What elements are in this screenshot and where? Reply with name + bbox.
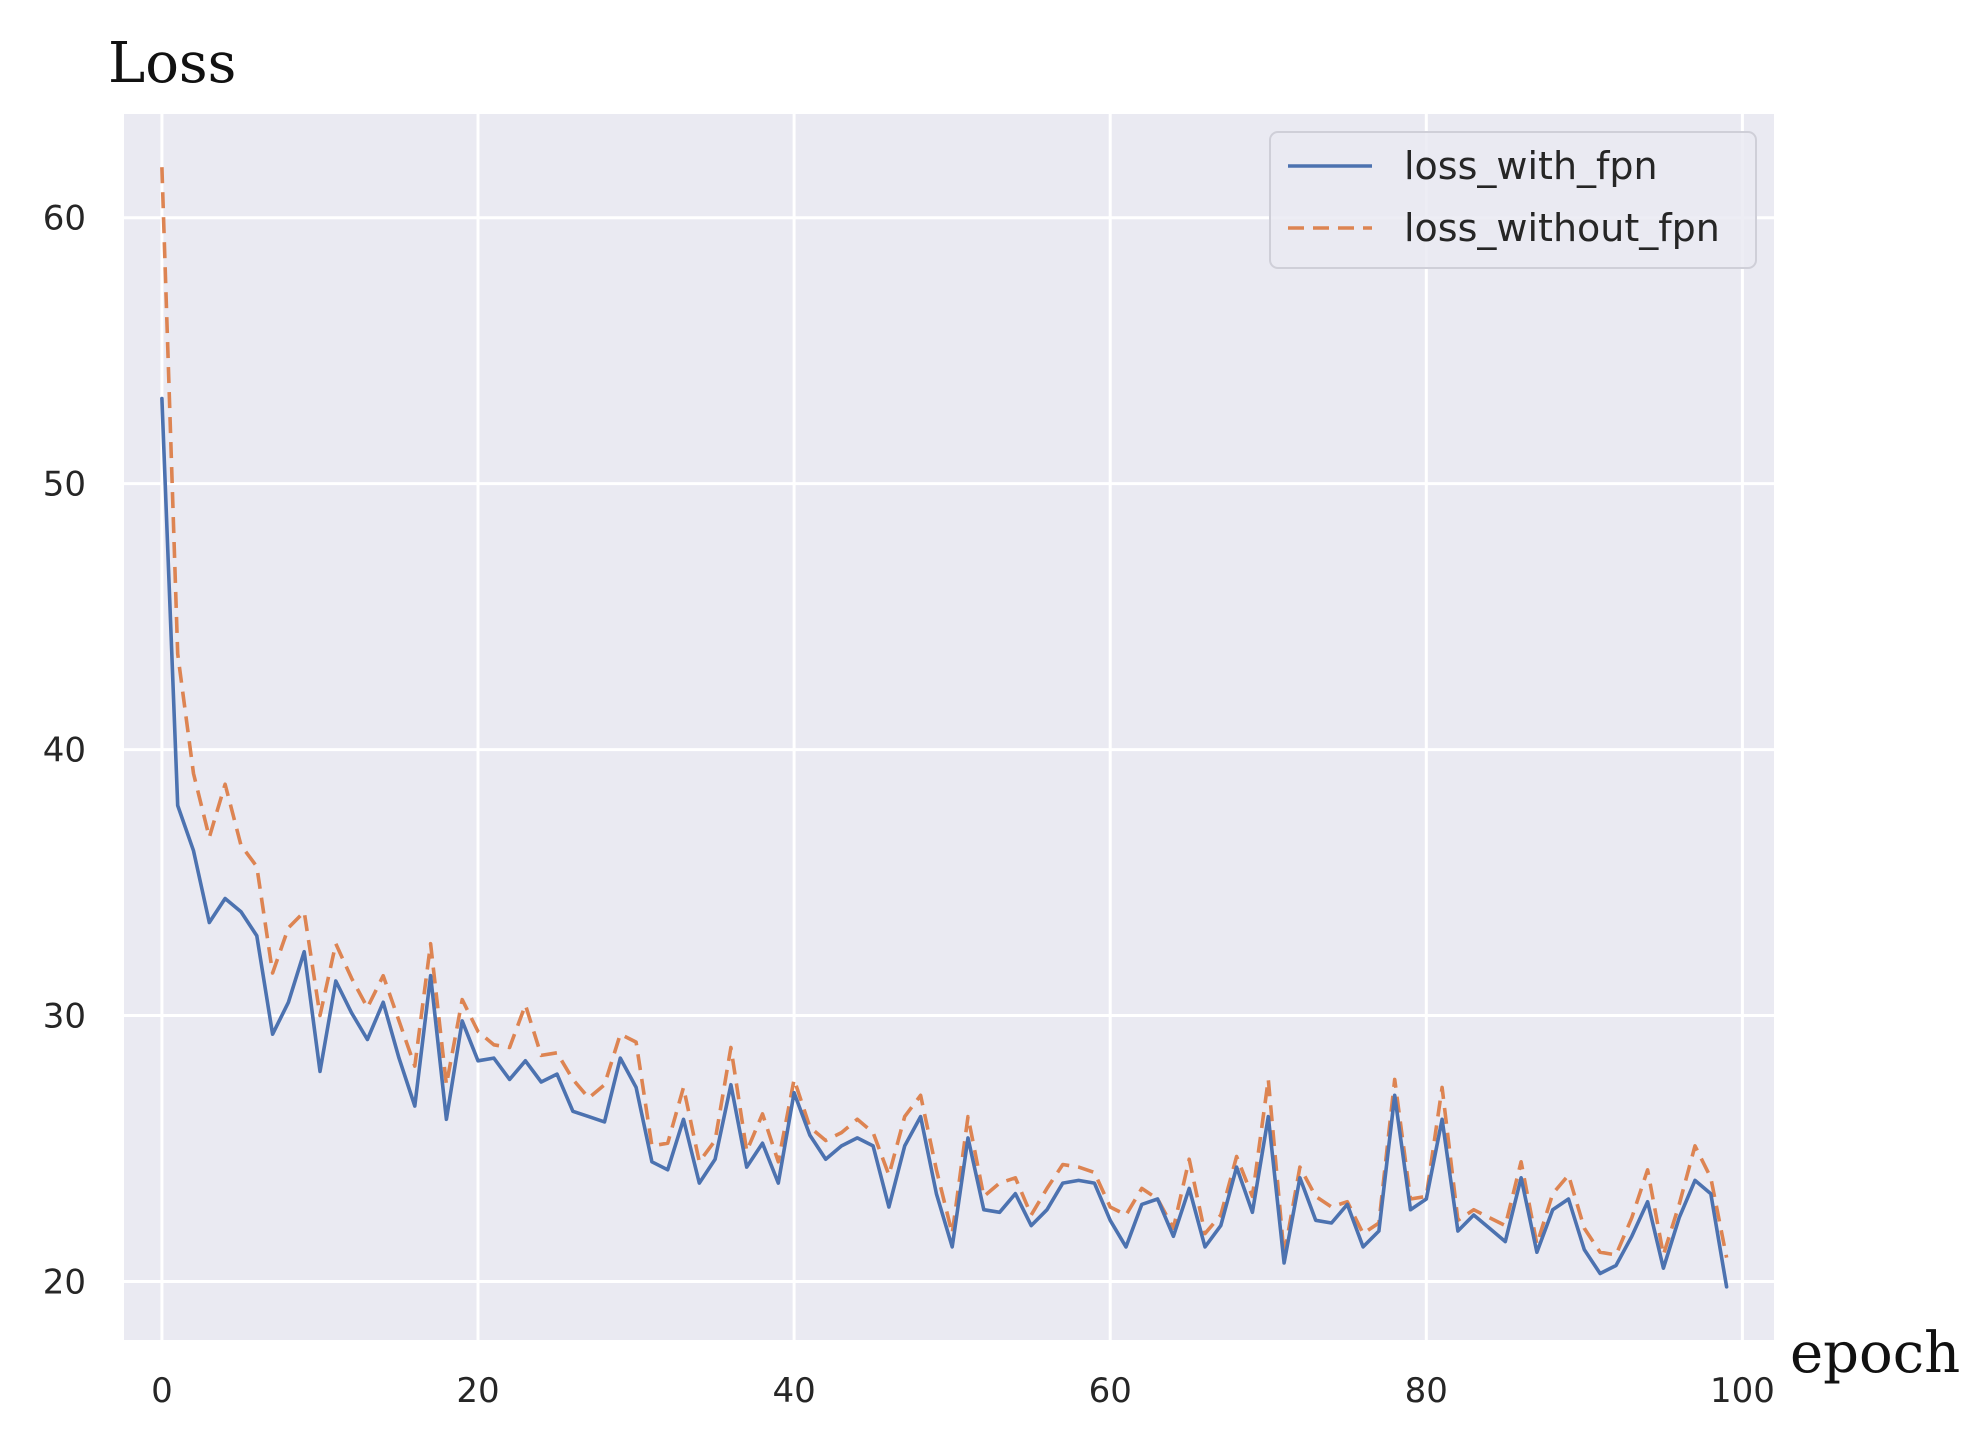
series-line-loss-with-fpn bbox=[160, 396, 1729, 1289]
plot-area bbox=[124, 114, 1774, 1340]
series-lines bbox=[160, 167, 1729, 1289]
x-tick-label: 0 bbox=[151, 1371, 173, 1411]
series-line-loss-without-fpn bbox=[160, 167, 1729, 1258]
y-tick-label: 30 bbox=[43, 997, 86, 1037]
grid-lines bbox=[124, 114, 1774, 1340]
y-tick-label: 20 bbox=[43, 1262, 86, 1302]
y-tick-label: 40 bbox=[43, 731, 86, 771]
legend-label: loss_without_fpn bbox=[1404, 206, 1720, 250]
x-tick-label: 20 bbox=[456, 1371, 499, 1411]
y-tick-label: 50 bbox=[43, 465, 86, 505]
x-axis-title: epoch bbox=[1790, 1321, 1960, 1386]
x-tick-label: 80 bbox=[1405, 1371, 1448, 1411]
y-tick-labels: 20 30 40 50 60 bbox=[43, 199, 86, 1303]
x-tick-label: 100 bbox=[1710, 1371, 1775, 1411]
x-tick-labels: 0 20 40 60 80 100 bbox=[151, 1371, 1775, 1411]
x-tick-label: 40 bbox=[772, 1371, 815, 1411]
legend: loss_with_fpn loss_without_fpn bbox=[1269, 131, 1757, 269]
y-tick-label: 60 bbox=[43, 199, 86, 239]
y-axis-title: Loss bbox=[108, 31, 236, 96]
legend-frame bbox=[1269, 131, 1757, 269]
legend-label: loss_with_fpn bbox=[1404, 144, 1658, 188]
x-tick-label: 60 bbox=[1089, 1371, 1132, 1411]
